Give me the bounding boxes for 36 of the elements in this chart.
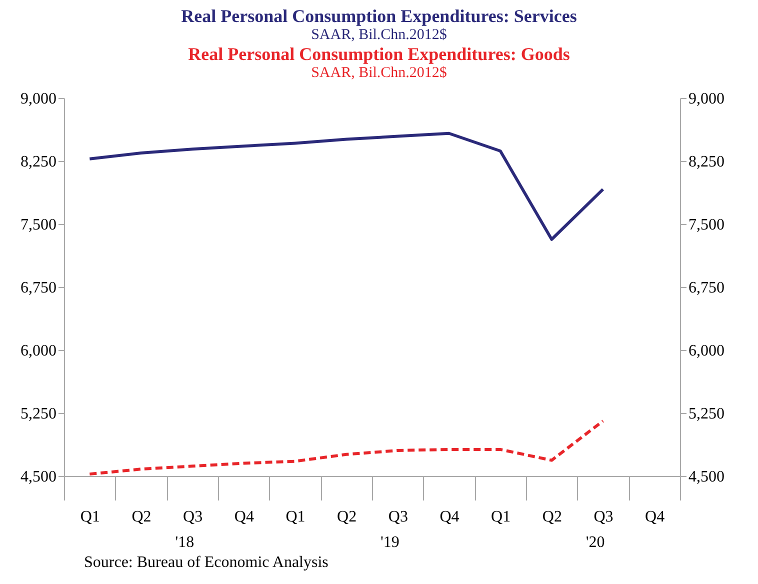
y2-tick-label: 7,500 (688, 216, 724, 234)
x-tick-label: Q2 (132, 508, 152, 526)
text: '19 (380, 534, 400, 552)
x-tick-label: Q1 (491, 508, 511, 526)
text: SAAR, Bil.Chn.2012$ (311, 26, 447, 43)
y-tick-label: 8,250 (20, 153, 56, 170)
text: Real Personal Consumption Expenditures: Services (180, 6, 578, 27)
line-series (88, 132, 604, 241)
x-tick-label: Q1 (286, 508, 306, 526)
y2-tick-label: 6,000 (688, 342, 724, 360)
x-tick-label: Q4 (234, 508, 254, 526)
line-series (88, 419, 604, 476)
chart-subtitle: SAAR, Bil.Chn.2012$ (310, 64, 448, 82)
y2-tick-label: 5,250 (688, 405, 724, 422)
text: '20 (584, 534, 606, 552)
source-note: Source: Bureau of Economic Analysis (84, 554, 330, 572)
text: Real Personal Consumption Expenditures: Goods (187, 44, 571, 65)
x-tick-label: Q2 (542, 508, 562, 526)
x-tick-label: Q2 (337, 508, 357, 526)
y-tick-label: 5,250 (20, 405, 56, 422)
x-tick-label: Q4 (645, 508, 665, 526)
x-tick-label: Q4 (440, 508, 460, 526)
x-tick-label: Q1 (80, 508, 100, 526)
y-tick-label: 7,500 (20, 216, 56, 234)
y2-tick-label: 4,500 (688, 468, 724, 486)
x-tick-label: Q3 (183, 508, 203, 526)
y2-tick-label: 9,000 (688, 90, 724, 108)
y-tick-label: 4,500 (20, 468, 56, 486)
y2-tick-label: 8,250 (688, 153, 724, 170)
y-tick-label: 6,000 (20, 342, 56, 360)
x-tick-label: Q3 (388, 508, 408, 526)
y-tick-label: 6,750 (20, 279, 56, 296)
text: '18 (174, 534, 196, 552)
y-tick-label: 9,000 (20, 90, 56, 108)
y2-tick-label: 6,750 (688, 279, 724, 296)
x-tick-label: Q3 (594, 508, 614, 526)
